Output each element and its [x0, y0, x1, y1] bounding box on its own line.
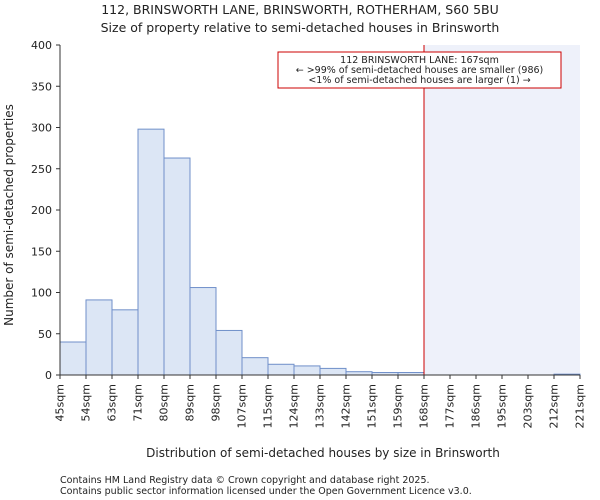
bar-63sqm: [111, 309, 139, 376]
y-tick-label: 50: [38, 328, 52, 341]
annotation-title: 112 BRINSWORTH LANE: 167sqm: [340, 55, 499, 66]
y-tick-label: 400: [31, 39, 52, 52]
annotation-box: 112 BRINSWORTH LANE: 167sqm ← >99% of se…: [277, 51, 562, 89]
x-tick-label: 71sqm: [132, 384, 145, 421]
y-axis-label: Number of semi-detached properties: [2, 104, 16, 326]
bar-71sqm: [137, 128, 165, 376]
y-tick-label: 350: [31, 80, 52, 93]
y-tick-label: 200: [31, 204, 52, 217]
bar-45sqm: [59, 341, 87, 376]
y-tick-label: 0: [45, 369, 52, 382]
annotation-border: [277, 51, 562, 89]
bar-98sqm: [215, 329, 243, 376]
plot-area: 0 50 100 150 200 250 300 350 400 45sqm 54sqm 63sqm…: [31, 39, 587, 428]
highlight-region: [424, 45, 580, 375]
x-tick-label: 159sqm: [392, 384, 405, 428]
x-tick-label: 203sqm: [522, 384, 535, 428]
x-tick-label: 115sqm: [262, 384, 275, 428]
x-tick-label: 98sqm: [210, 384, 223, 421]
y-tick-label: 150: [31, 245, 52, 258]
chart-title: 112, BRINSWORTH LANE, BRINSWORTH, ROTHER…: [101, 2, 499, 17]
bar-124sqm: [293, 365, 321, 376]
footer-line-2: Contains public sector information licen…: [60, 486, 472, 497]
annotation-line-larger: <1% of semi-detached houses are larger (…: [308, 75, 530, 86]
x-tick-label: 177sqm: [444, 384, 457, 428]
bar-107sqm: [241, 357, 269, 376]
x-tick-label: 186sqm: [470, 384, 483, 428]
x-tick-label: 151sqm: [366, 384, 379, 428]
y-tick-label: 250: [31, 163, 52, 176]
bar-133sqm: [319, 367, 347, 376]
x-tick-label: 45sqm: [54, 384, 67, 421]
x-tick-label: 133sqm: [314, 384, 327, 428]
x-tick-label: 221sqm: [574, 384, 587, 428]
x-tick-label: 168sqm: [418, 384, 431, 428]
annotation-line-smaller: ← >99% of semi-detached houses are small…: [296, 65, 544, 76]
x-tick-label: 89sqm: [184, 384, 197, 421]
x-tick-label: 80sqm: [158, 384, 171, 421]
x-tick-label: 124sqm: [288, 384, 301, 428]
footer-line-1: Contains HM Land Registry data © Crown c…: [60, 475, 430, 486]
bar-89sqm: [189, 287, 217, 376]
bar-54sqm: [85, 299, 113, 376]
x-tick-label: 142sqm: [340, 384, 353, 428]
bar-80sqm: [163, 157, 191, 376]
bar-115sqm: [267, 363, 295, 376]
x-tick-label: 212sqm: [548, 384, 561, 428]
x-tick-label: 195sqm: [496, 384, 509, 428]
y-tick-label: 300: [31, 122, 52, 135]
x-axis-label: Distribution of semi-detached houses by …: [146, 446, 500, 460]
chart-subtitle: Size of property relative to semi-detach…: [101, 20, 500, 35]
x-tick-label: 63sqm: [106, 384, 119, 421]
y-tick-label: 100: [31, 287, 52, 300]
x-tick-label: 107sqm: [236, 384, 249, 428]
x-tick-label: 54sqm: [80, 384, 93, 421]
